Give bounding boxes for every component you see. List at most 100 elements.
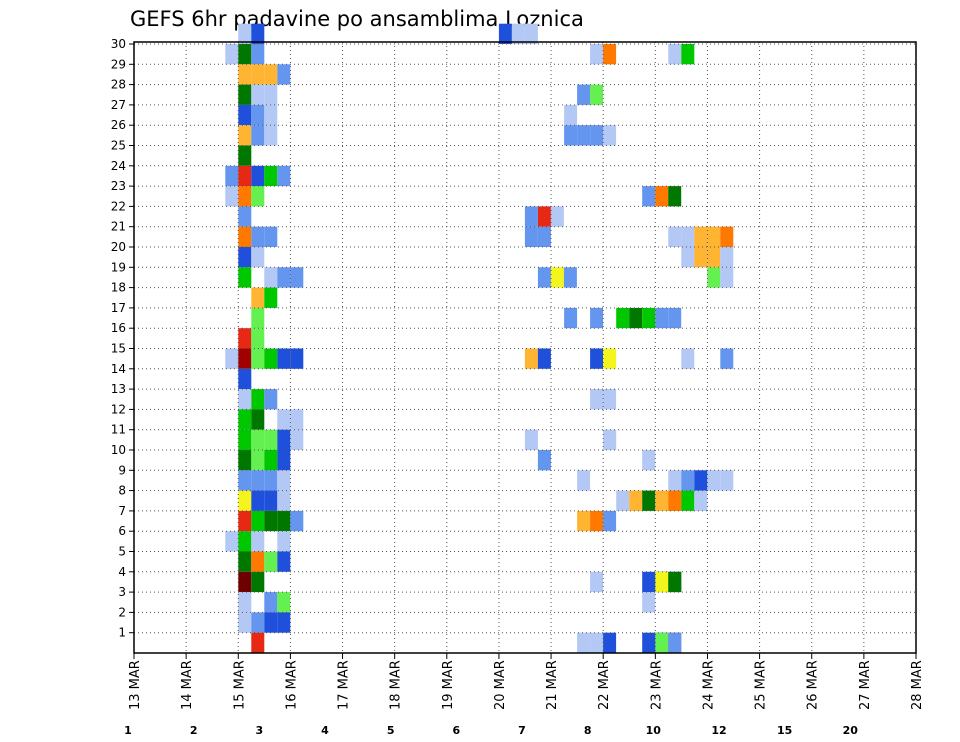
heatmap-cell [655,186,669,207]
heatmap-cell [251,84,265,105]
heatmap-cell [681,44,695,65]
heatmap-cell [238,145,252,166]
heatmap-cell [251,44,265,65]
heatmap-cell [590,571,604,593]
heatmap-cell [225,186,239,207]
heatmap-cell [603,632,617,653]
heatmap-cell [668,470,682,491]
legend-tick-label: 1 [124,724,132,737]
heatmap-cell [511,23,525,44]
heatmap-cell [251,165,265,187]
heatmap-cell [655,571,669,593]
y-tick-label: 3 [118,585,126,599]
x-tick-label: 17 MAR [337,660,352,710]
y-tick-label: 19 [111,260,126,274]
heatmap-cell [251,348,265,369]
y-tick-label: 6 [118,524,126,538]
heatmap-cell [264,165,278,187]
heatmap-cell [707,267,721,288]
heatmap-cell [238,551,252,572]
heatmap-cell [264,104,278,126]
heatmap-cell [225,165,239,187]
heatmap-cell [629,307,643,329]
heatmap-cell [290,510,304,532]
y-tick-label: 12 [111,402,126,416]
y-axis-ticks: 1234567891011121314151617181920212223242… [111,37,134,640]
heatmap-cell [694,226,708,247]
y-tick-label: 28 [111,78,126,92]
heatmap-cell [238,165,252,187]
heatmap-cell [564,125,578,146]
heatmap-cell [238,510,252,532]
heatmap-cell [251,307,265,329]
x-tick-label: 27 MAR [858,660,873,710]
heatmap-cell [290,409,304,430]
heatmap-cell [251,632,265,653]
heatmap-cell [238,328,252,349]
x-tick-label: 25 MAR [754,660,769,710]
y-tick-label: 14 [111,362,126,376]
heatmap-cell [524,429,538,450]
heatmap-cell [642,632,656,653]
legend-tick-label: 8 [584,724,592,737]
heatmap-cell [590,389,604,410]
heatmap-cell [603,429,617,450]
y-tick-label: 17 [111,301,126,315]
x-tick-label: 20 MAR [493,660,508,710]
heatmap-cell [238,64,252,85]
heatmap-cell [238,470,252,491]
heatmap-cell [277,450,291,471]
plot-frame [133,41,917,654]
heatmap-cell [668,44,682,65]
x-tick-label: 19 MAR [441,660,456,710]
heatmap-cell [264,490,278,511]
y-tick-label: 11 [111,423,126,437]
heatmap-cell [590,510,604,532]
heatmap-cell [264,429,278,450]
heatmap-cell [277,64,291,85]
heatmap-cell [720,470,734,491]
legend-tick-label: 2 [190,724,198,737]
color-legend: 1 2 3 4 5 6 7 8 10 12 15 20 [124,724,858,737]
heatmap-cell [537,267,551,288]
heatmap-cell [537,348,551,369]
y-tick-label: 25 [111,139,126,153]
heatmap-cell [238,44,252,65]
heatmap-cell [277,165,291,187]
y-tick-label: 13 [111,382,126,396]
heatmap-cell [668,307,682,329]
x-tick-label: 23 MAR [649,660,664,710]
heatmap-cell [616,307,630,329]
heatmap-cell [603,348,617,369]
y-tick-label: 7 [118,504,126,518]
heatmap-cell [264,612,278,633]
heatmap-cell [642,571,656,593]
heatmap-cell [550,267,564,288]
heatmap-cell [251,226,265,247]
heatmap-cell [264,551,278,572]
y-tick-label: 8 [118,484,126,498]
heatmap-cell [720,267,734,288]
heatmap-cell [225,531,239,552]
heatmap-cell [277,409,291,430]
y-tick-label: 9 [118,463,126,477]
heatmap-cell [251,612,265,633]
legend-tick-label: 3 [255,724,263,737]
heatmap-cell [655,490,669,511]
heatmap-cell [629,490,643,511]
y-tick-label: 18 [111,281,126,295]
heatmap-cell [277,510,291,532]
heatmap-cell [707,470,721,491]
legend-tick-label: 10 [646,724,662,737]
y-tick-label: 22 [111,199,126,213]
heatmap-cell [264,64,278,85]
heatmap-cell [290,348,304,369]
heatmap-cell [251,571,265,593]
heatmap-cell [603,510,617,532]
heatmap-cell [681,226,695,247]
heatmap-cell [590,44,604,65]
heatmap-cell [642,186,656,207]
heatmap-cell [251,125,265,146]
heatmap-cell [537,206,551,227]
